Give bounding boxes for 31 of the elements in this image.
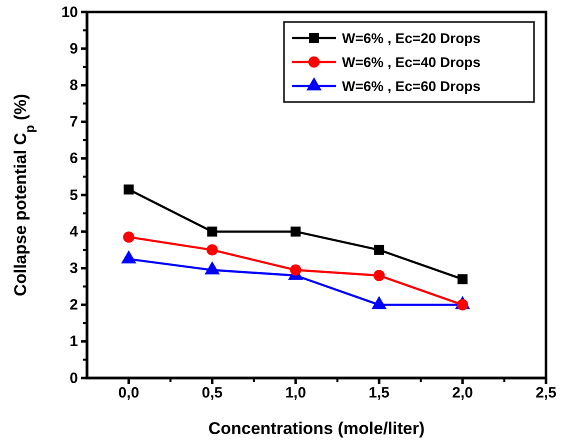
point bbox=[206, 244, 218, 256]
point bbox=[207, 226, 218, 237]
x-tick-label: 1,5 bbox=[368, 384, 390, 402]
y-tick-label: 10 bbox=[61, 4, 78, 21]
y-tick-label: 5 bbox=[70, 186, 78, 204]
point bbox=[371, 296, 387, 310]
y-tick-label: 7 bbox=[70, 114, 78, 131]
y-tick-label: 0 bbox=[70, 370, 78, 387]
x-tick-label: 2,0 bbox=[452, 384, 473, 402]
y-tick-label: 8 bbox=[70, 77, 78, 94]
x-tick-label: 1,0 bbox=[285, 384, 306, 402]
x-tick-label: 2,5 bbox=[536, 384, 556, 402]
point bbox=[373, 270, 385, 282]
y-tick-label: 6 bbox=[70, 150, 78, 168]
point bbox=[123, 231, 134, 243]
legend-label: W=6% , Ec=20 Drops bbox=[342, 30, 481, 46]
y-tick-label: 3 bbox=[70, 260, 78, 277]
x-axis-title: Concentrations (mole/liter) bbox=[208, 419, 425, 438]
legend-label: W=6% , Ec=60 Drops bbox=[342, 78, 481, 94]
point bbox=[124, 184, 134, 195]
point bbox=[290, 226, 301, 237]
y-tick-label: 2 bbox=[70, 296, 78, 314]
y-tick-label: 4 bbox=[70, 223, 79, 240]
point bbox=[290, 264, 302, 276]
point bbox=[458, 274, 468, 284]
point bbox=[374, 244, 384, 255]
legend-label: W=6% , Ec=40 Drops bbox=[342, 54, 481, 70]
y-tick-label: 1 bbox=[70, 333, 78, 350]
x-tick-label: 0,0 bbox=[118, 384, 140, 402]
x-tick-label: 0,5 bbox=[202, 384, 223, 402]
y-tick-label: 9 bbox=[70, 40, 78, 58]
